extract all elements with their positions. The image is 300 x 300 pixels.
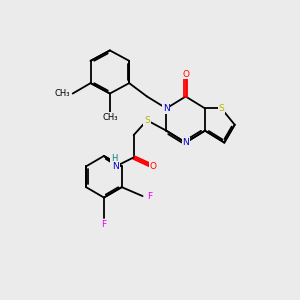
Text: CH₃: CH₃	[102, 113, 118, 122]
Text: F: F	[101, 220, 106, 229]
Text: O: O	[182, 70, 189, 79]
Text: N: N	[182, 138, 189, 147]
Text: H: H	[111, 154, 118, 164]
Text: S: S	[218, 104, 224, 113]
Text: O: O	[149, 162, 157, 171]
Text: S: S	[144, 116, 150, 125]
Text: F: F	[147, 192, 153, 201]
Text: CH₃: CH₃	[54, 89, 70, 98]
Text: N: N	[163, 104, 170, 113]
Text: N: N	[112, 162, 119, 171]
